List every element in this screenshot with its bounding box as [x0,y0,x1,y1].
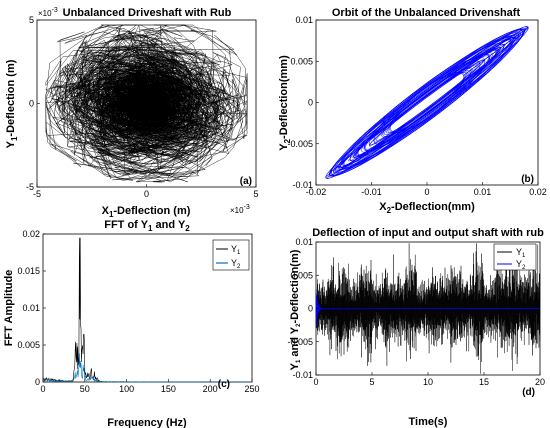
panel-d-legend-y1: Y1 [516,247,526,259]
panel-d-title: Deflection of input and output shaft wit… [312,227,544,239]
orbit-core-y1 [107,78,188,131]
x-tick-label: 10 [423,377,433,387]
x-tick-label: 0 [313,377,318,387]
y-tick-label: 0 [308,98,313,108]
panel-c-legend: Y1 Y2 [212,239,250,271]
panel-c-legend-box [212,239,250,271]
panel-a-title: Unbalanced Driveshaft with Rub [63,7,232,19]
panel-a-label: (a) [240,176,252,187]
x-tick-label: 0 [424,187,429,197]
panel-b: Orbit of the Unbalanced Drivenshaft -0.0… [278,7,547,215]
panel-c-title: FFT of Y1 and Y2 [104,219,190,233]
y-tick-label: -5 [26,182,34,192]
y-tick-label: 0 [35,377,40,387]
x-tick-label: 5 [253,189,258,199]
panel-c-xlabel: Frequency (Hz) [107,417,187,428]
panel-b-orbit [325,26,529,179]
panel-a-x-exponent: ×10-3 [230,204,250,215]
y-tick-label: -0.005 [287,139,313,149]
panel-a-ylabel: Y1-Deflection (m) [5,59,19,148]
panel-d-timeseries [315,243,541,374]
deflection-line-y1 [315,243,541,374]
panel-c-legend-y1: Y1 [231,244,241,256]
y-tick-label: 0.01 [295,237,313,247]
x-tick-label: 0.01 [474,187,492,197]
y-tick-label: 0.005 [290,270,313,280]
panel-d-legend: Y1 Y2 [493,243,537,271]
x-tick-label: 15 [479,377,489,387]
panel-d-ylabel: Y1 and Y2-Deflection(m) [289,249,302,370]
y-tick-label: 0.015 [17,266,40,276]
panel-d-legend-y2: Y2 [516,259,526,271]
x-tick-label: 200 [203,384,218,394]
panel-b-ylabel: Y2-Deflection(mm) [278,55,292,151]
panel-a: Unbalanced Driveshaft with Rub ×10-3 -5 0… [5,7,259,219]
panel-c-ylabel: FFT Amplitude [3,270,15,347]
panel-d-ticks: 0 5 10 15 20 -0.01 -0.005 0 0.005 0.01 [287,237,545,387]
panel-d-xlabel: Time(s) [409,416,448,428]
panel-d-legend-box [493,243,537,271]
panel-a-orbit [45,24,248,183]
panel-c-legend-y2: Y2 [231,258,241,270]
panel-b-label: (b) [521,174,534,185]
x-tick-label: 250 [244,384,259,394]
x-tick-label: 0 [144,189,149,199]
panel-a-ticks: -5 0 5 -5 0 5 [26,15,259,199]
panel-c: FFT of Y1 and Y2 0 50 100 150 200 250 0 0.005 0.… [3,219,260,428]
panel-a-y-exponent: ×10-3 [38,7,58,18]
x-tick-label: 150 [161,384,176,394]
panel-d: Deflection of input and output shaft wit… [287,227,545,428]
y-tick-label: 0 [29,99,34,109]
y-tick-label: -0.005 [287,337,313,347]
panel-d-label: (d) [522,387,535,398]
fft-line-y2 [42,353,252,383]
y-tick-label: -0.01 [292,370,313,380]
x-tick-label: 0 [40,384,45,394]
panel-c-label: (c) [218,379,230,390]
x-tick-label: 5 [369,377,374,387]
deflection-line-y2 [315,291,541,328]
x-tick-label: -0.02 [306,187,327,197]
y-tick-label: 0.005 [290,56,313,66]
orbit-trace-y2 [325,26,529,179]
y-tick-label: 0 [308,304,313,314]
y-tick-label: 0.01 [295,15,313,25]
panel-a-xlabel: X1-Deflection (m) [102,205,191,219]
x-tick-label: -0.01 [361,187,382,197]
panel-c-ticks: 0 50 100 150 200 250 0 0.005 0.01 0.015 0.02 [17,229,259,394]
y-tick-label: 5 [29,15,34,25]
y-tick-label: 0.02 [22,229,40,239]
panel-b-title: Orbit of the Unbalanced Drivenshaft [332,7,521,19]
panel-b-xlabel: X2-Deflection(mm) [379,201,475,215]
x-tick-label: 20 [535,377,545,387]
x-tick-label: 0.02 [529,187,547,197]
y-tick-label: 0.01 [22,303,40,313]
y-tick-label: 0.005 [17,340,40,350]
x-tick-label: 100 [119,384,134,394]
panel-c-spectrum [42,237,252,383]
x-tick-label: 50 [80,384,90,394]
y-tick-label: -0.01 [292,180,313,190]
x-tick-label: -5 [33,189,41,199]
